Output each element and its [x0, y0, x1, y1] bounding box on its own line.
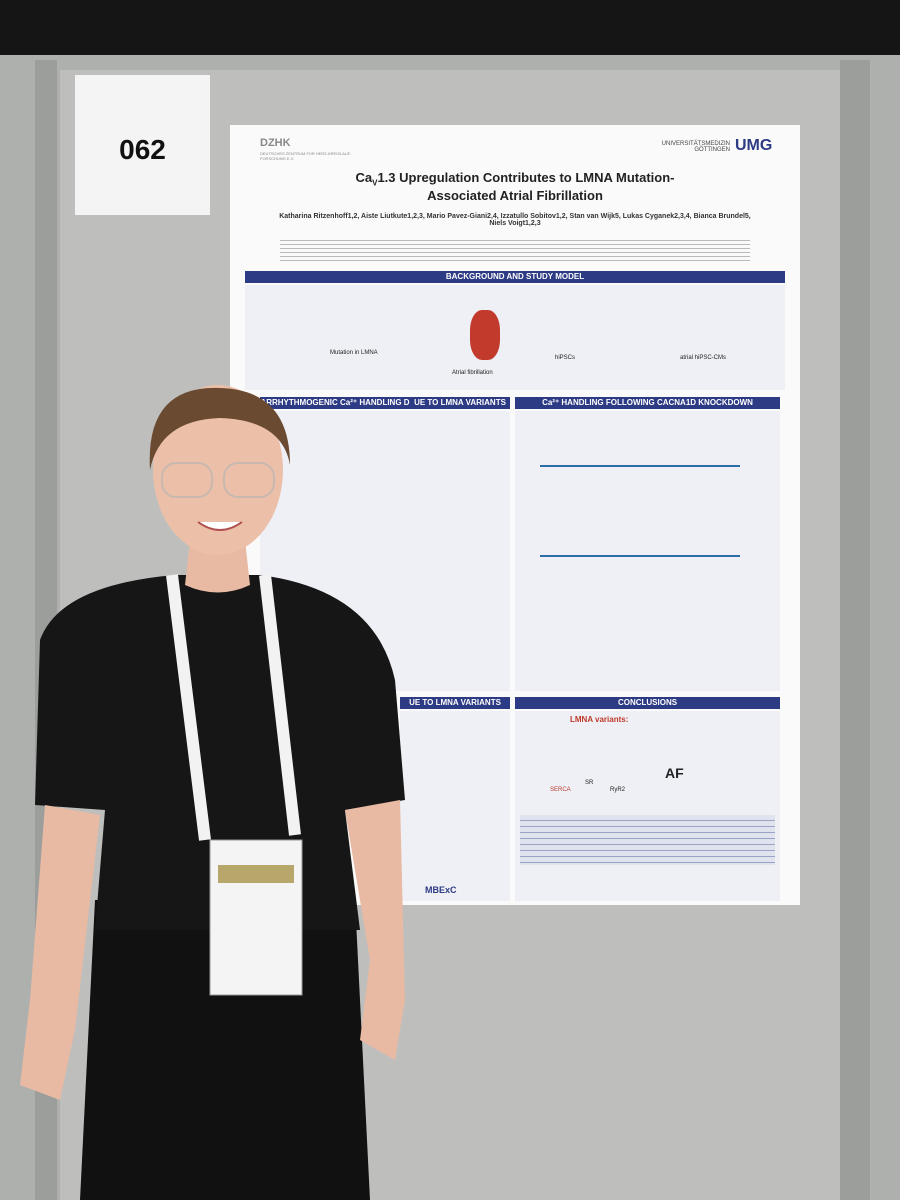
lanyard [166, 574, 301, 841]
section-header: CONCLUSIONS [515, 697, 780, 709]
title-part: 1.3 Upregulation Contributes to LMNA Mut… [377, 170, 675, 203]
hair [149, 387, 290, 470]
conclusion-label: RyR2 [610, 787, 626, 793]
figure-label: hiPSCs [555, 355, 576, 361]
title-part: Ca [355, 170, 373, 185]
logo-sub: DEUTSCHES ZENTRUM FÜR HERZ-KREISLAUF-FOR… [260, 151, 352, 161]
panel [515, 411, 780, 691]
section-header: ARRHYTHMOGENIC Ca²⁺ HANDLING D [260, 397, 410, 409]
figure-label: Atrial fibrillation [452, 370, 493, 376]
title-part: V [372, 178, 378, 188]
board-number: 062 [75, 75, 210, 215]
section-header: BACKGROUND AND STUDY MODEL [245, 271, 785, 283]
conclusion-label: LMNA variants: [570, 715, 629, 724]
neck [185, 540, 250, 593]
glasses [161, 462, 213, 498]
glasses [223, 462, 275, 498]
affiliations [280, 237, 750, 261]
top [35, 575, 405, 930]
frame-pole [840, 60, 870, 1200]
panel [245, 285, 785, 390]
ceiling [0, 0, 900, 60]
poster-title: CaV1.3 Upregulation Contributes to LMNA … [340, 170, 690, 203]
heart-figure [470, 310, 500, 360]
trace [540, 515, 740, 557]
trace [540, 425, 740, 467]
section-header: UE TO LMNA VARIANTS [400, 697, 510, 709]
conclusion-label: SR [585, 780, 594, 786]
section-header: UE TO LMNA VARIANTS [410, 397, 510, 409]
conclusion-label: AF [665, 765, 684, 781]
face [153, 385, 283, 555]
arm [20, 805, 100, 1100]
authors: Katharina Ritzenhoff1,2, Aiste Liutkute1… [279, 213, 751, 227]
conclusion-label: SERCA [550, 787, 571, 793]
conclusion-text [520, 815, 775, 865]
figure-label: atrial hiPSC-CMs [680, 355, 727, 361]
logo: UMG [735, 137, 773, 154]
logo: DZHK [260, 137, 291, 149]
logo: MBExC [425, 885, 457, 895]
figure-label: Mutation in LMNA [330, 350, 378, 356]
panel [400, 711, 510, 901]
arm [345, 800, 405, 1060]
logo: UNIVERSITÄTSMEDIZIN GÖTTINGEN [661, 141, 730, 153]
section-header: Ca²⁺ HANDLING FOLLOWING CACNA1D KNOCKDOW… [515, 397, 780, 409]
badge [209, 839, 303, 996]
smile [197, 521, 243, 531]
badge-logo [218, 865, 294, 883]
panel [515, 711, 780, 901]
